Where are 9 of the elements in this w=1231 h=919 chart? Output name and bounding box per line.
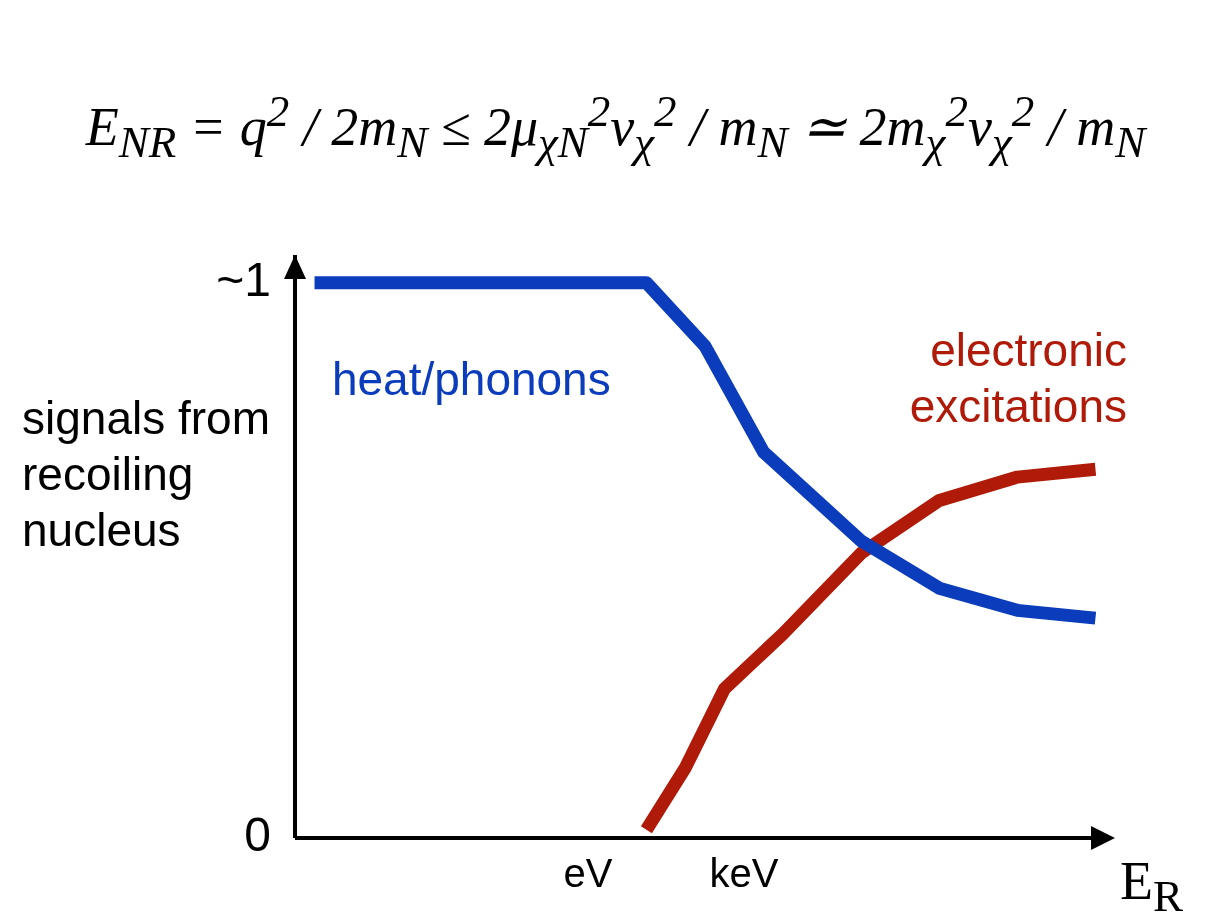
y-axis-title: signals from recoiling nucleus: [22, 391, 271, 558]
chart-title: E$_{NR}$ = q$^{2}$ / 2m$_{N}$ ≤ 2μ$_{χN}$$^{2}$v$_{χ}$$^{2}$ / m$_{N}$ ≃ 2m$_{χ}$$^{2}$v$_{χ}$$^{2}$ / m$_{N}$: [85, 86, 1146, 167]
y-tick-label: ~1: [216, 253, 271, 306]
series-label: electronic excitations: [909, 323, 1127, 432]
y-tick-label: 0: [244, 808, 271, 862]
x-tick-label: keV: [709, 851, 779, 896]
series-label: heat/phonons: [331, 352, 611, 405]
x-tick-label: eV: [563, 851, 613, 896]
x-axis-title: E$_{R}$: [1120, 850, 1184, 919]
